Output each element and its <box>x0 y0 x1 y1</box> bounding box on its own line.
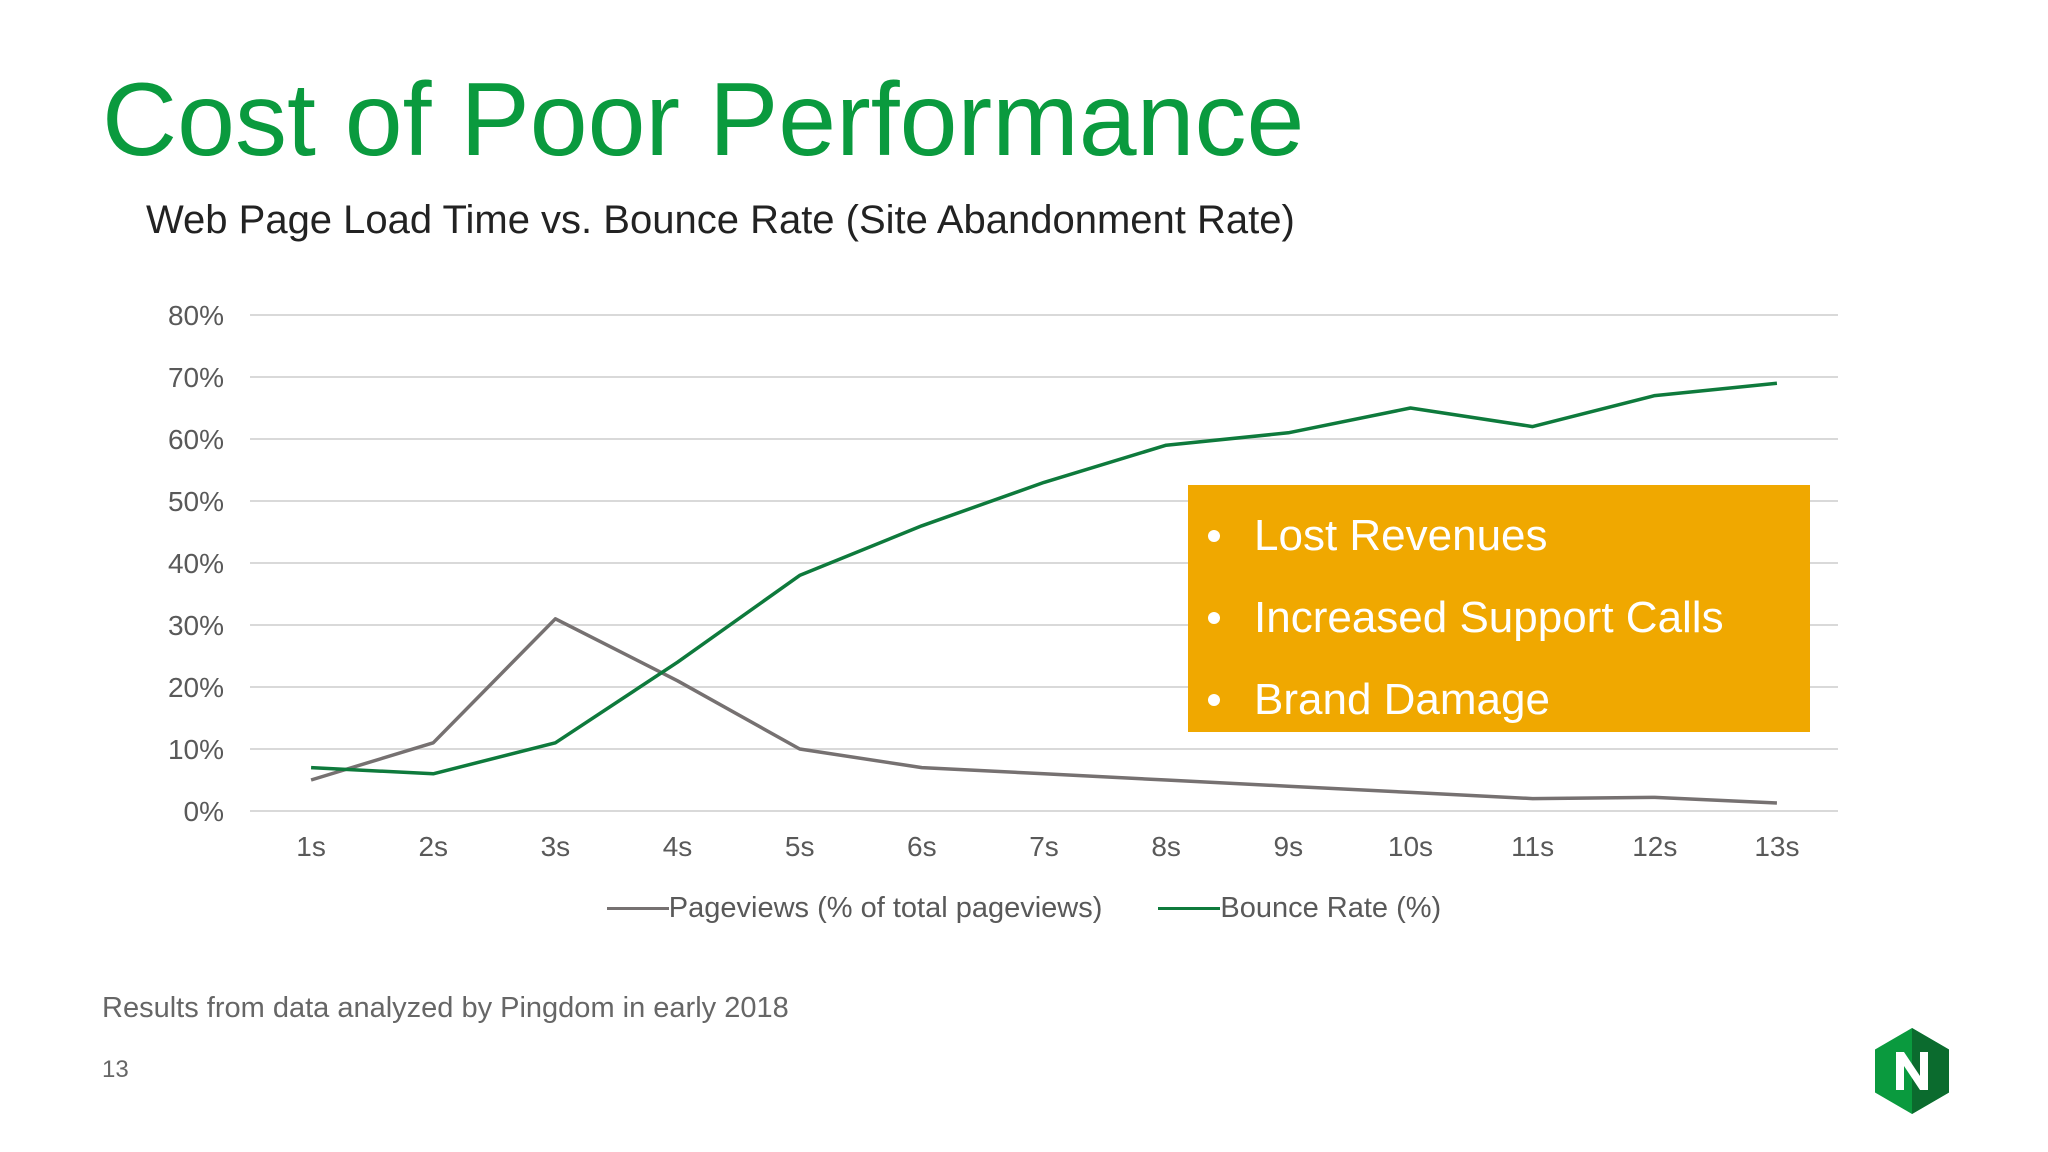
x-axis-tick-labels: 1s 2s 3s 4s 5s 6s 7s 8s 9s 10s 11s 12s 13s <box>296 831 1799 862</box>
impact-item-lost-revenues: Lost Revenues <box>1208 495 1810 577</box>
y-tick-label: 0% <box>184 796 224 827</box>
y-tick-label: 40% <box>168 548 224 579</box>
x-tick-label: 7s <box>1029 831 1059 862</box>
bullet-icon <box>1208 694 1220 706</box>
y-tick-label: 80% <box>168 300 224 331</box>
x-tick-label: 1s <box>296 831 326 862</box>
y-tick-label: 20% <box>168 672 224 703</box>
y-tick-label: 70% <box>168 362 224 393</box>
x-tick-label: 13s <box>1754 831 1799 862</box>
legend-item-pageviews: Pageviews (% of total pageviews) <box>606 892 1103 925</box>
legend-swatch-pageviews <box>606 907 669 910</box>
y-tick-label: 60% <box>168 424 224 455</box>
source-footnote: Results from data analyzed by Pingdom in… <box>102 992 789 1024</box>
x-tick-label: 2s <box>418 831 448 862</box>
bullet-icon <box>1208 530 1220 542</box>
legend-swatch-bounce-rate <box>1158 907 1221 910</box>
legend-label-bounce-rate: Bounce Rate (%) <box>1220 892 1442 924</box>
x-tick-label: 9s <box>1274 831 1304 862</box>
impact-callout-box: Lost Revenues Increased Support Calls Br… <box>1188 485 1810 732</box>
bullet-icon <box>1208 612 1220 624</box>
x-tick-label: 8s <box>1151 831 1181 862</box>
chart-title: Web Page Load Time vs. Bounce Rate (Site… <box>146 198 1295 242</box>
y-tick-label: 50% <box>168 486 224 517</box>
y-tick-label: 10% <box>168 734 224 765</box>
y-tick-label: 30% <box>168 610 224 641</box>
legend-item-bounce-rate: Bounce Rate (%) <box>1158 892 1441 925</box>
x-tick-label: 6s <box>907 831 937 862</box>
x-tick-label: 4s <box>663 831 693 862</box>
x-tick-label: 10s <box>1388 831 1433 862</box>
page-number: 13 <box>102 1056 129 1083</box>
legend-label-pageviews: Pageviews (% of total pageviews) <box>668 892 1103 924</box>
impact-item-label: Lost Revenues <box>1254 511 1548 560</box>
x-tick-label: 3s <box>541 831 571 862</box>
chart-legend: Pageviews (% of total pageviews) Bounce … <box>0 892 2048 925</box>
x-tick-label: 5s <box>785 831 815 862</box>
impact-item-label: Brand Damage <box>1254 675 1550 724</box>
impact-item-support-calls: Increased Support Calls <box>1208 577 1810 659</box>
x-tick-label: 12s <box>1632 831 1677 862</box>
chart-series <box>310 381 1778 805</box>
nginx-logo <box>1875 1028 1949 1114</box>
impact-item-label: Increased Support Calls <box>1254 593 1724 642</box>
impact-list: Lost Revenues Increased Support Calls Br… <box>1208 495 1810 741</box>
series-line-bounce-rate <box>310 381 1778 776</box>
y-axis-tick-labels: 0% 10% 20% 30% 40% 50% 60% 70% 80% <box>168 300 224 827</box>
impact-item-brand-damage: Brand Damage <box>1208 659 1810 741</box>
slide-title: Cost of Poor Performance <box>102 62 1305 178</box>
series-line-pageviews <box>310 617 1778 805</box>
x-tick-label: 11s <box>1511 831 1554 862</box>
